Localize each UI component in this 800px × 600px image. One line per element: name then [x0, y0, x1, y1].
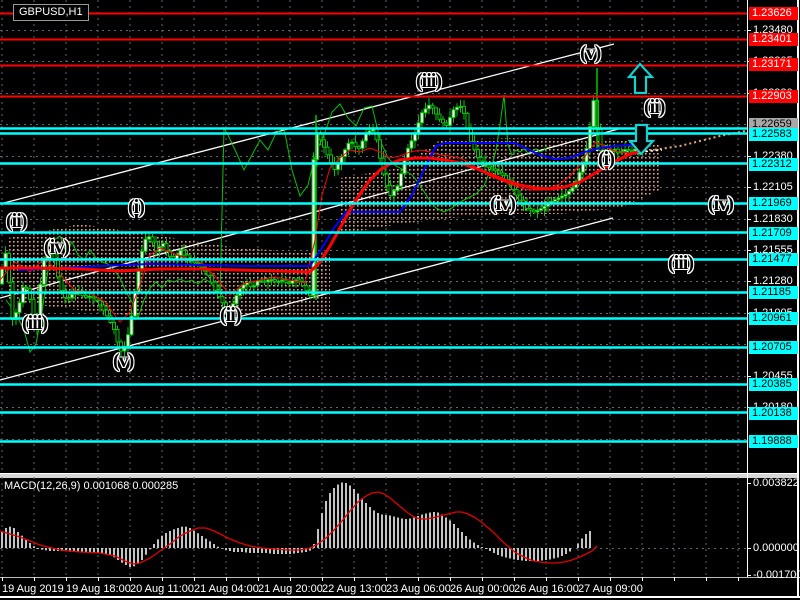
signal-arrows[interactable]: [626, 62, 656, 156]
tenkan-fast-line: [0, 141, 641, 323]
time-tick: [578, 577, 579, 581]
time-axis-label: 26 Aug 00:00: [450, 583, 515, 595]
price-tick: [747, 187, 751, 188]
price-level-label: 1.19888: [749, 435, 798, 448]
time-tick: [610, 577, 611, 581]
down-arrow-icon: [627, 123, 656, 156]
time-tick: [162, 577, 163, 581]
time-tick: [194, 577, 195, 581]
price-scale-label: 1.21830: [753, 213, 793, 225]
time-tick: [322, 577, 323, 581]
price-tick: [747, 156, 751, 157]
price-level-label: 1.22583: [749, 128, 798, 141]
time-axis-label: 20 Aug 11:00: [130, 583, 195, 595]
up-arrow-icon: [626, 62, 655, 95]
resistance-lines[interactable]: [0, 12, 747, 98]
time-axis-label: 21 Aug 20:00: [258, 583, 323, 595]
time-tick: [674, 577, 675, 581]
time-axis-label: 21 Aug 04:00: [194, 583, 259, 595]
main-chart-canvas[interactable]: [0, 0, 747, 473]
time-tick: [2, 577, 3, 581]
time-tick: [66, 577, 67, 581]
macd-axis-label: 0.003822: [753, 477, 799, 489]
price-scale-label: 1.22105: [753, 181, 793, 193]
time-tick: [706, 577, 707, 581]
time-axis-label: 22 Aug 13:00: [322, 583, 387, 595]
time-tick: [258, 577, 259, 581]
macd-signal-line: [0, 491, 598, 565]
time-axis-label: 19 Aug 18:00: [66, 583, 131, 595]
time-axis[interactable]: 19 Aug 2019 19 Aug 18:00 20 Aug 11:00 21 Au…: [0, 577, 800, 600]
support-lines[interactable]: [0, 127, 747, 443]
time-axis-label: 23 Aug 06:00: [386, 583, 451, 595]
time-tick: [354, 577, 355, 581]
time-tick: [34, 577, 35, 581]
price-level-label: 1.22312: [749, 158, 798, 171]
macd-indicator-readout: MACD(12,26,9) 0.001068 0.000285: [4, 480, 179, 492]
macd-axis-label: -0.001700: [753, 569, 800, 581]
time-tick: [642, 577, 643, 581]
panel-resize-separator[interactable]: [0, 473, 797, 478]
price-level-label: 1.21477: [749, 253, 798, 266]
price-level-label: 1.20138: [749, 407, 798, 420]
price-level-label: 1.22659: [749, 118, 798, 131]
price-level-label: 1.21185: [749, 286, 798, 299]
window-frame-bottom: [0, 596, 800, 598]
price-tick: [747, 376, 751, 377]
price-tick: [747, 30, 751, 31]
macd-axis-tick: [747, 483, 751, 484]
macd-axis-label: 0.000000: [753, 542, 799, 554]
kijun-blue-line: [17, 142, 642, 271]
macd-histogram: [1, 482, 591, 567]
time-axis-label: 26 Aug 16:00: [514, 583, 579, 595]
slow-ma-line: [0, 149, 641, 274]
price-level-label: 1.22903: [749, 90, 798, 103]
price-level-label: 1.21709: [749, 227, 798, 240]
window-frame-right: [797, 0, 799, 598]
price-tick: [747, 250, 751, 251]
time-tick: [290, 577, 291, 581]
macd-axis-tick: [747, 548, 751, 549]
time-tick: [418, 577, 419, 581]
price-tick: [747, 281, 751, 282]
time-tick: [226, 577, 227, 581]
time-tick: [386, 577, 387, 581]
price-level-label: 1.21969: [749, 197, 798, 210]
price-level-label: 1.23626: [749, 7, 798, 20]
macd-axis-tick: [747, 575, 751, 576]
time-tick: [546, 577, 547, 581]
price-tick: [747, 219, 751, 220]
time-tick: [514, 577, 515, 581]
macd-chart-canvas[interactable]: [0, 477, 747, 577]
time-tick: [738, 577, 739, 581]
price-level-label: 1.20961: [749, 312, 798, 325]
price-level-label: 1.20385: [749, 378, 798, 391]
chart-symbol-title: GBPUSD,H1: [13, 4, 89, 21]
price-level-label: 1.23171: [749, 58, 798, 71]
time-axis-label: 19 Aug 2019: [2, 583, 64, 595]
price-level-label: 1.20705: [749, 341, 798, 354]
time-axis-border: [0, 577, 797, 578]
time-tick: [98, 577, 99, 581]
price-scale-label: 1.21280: [753, 275, 793, 287]
time-tick: [482, 577, 483, 581]
price-level-label: 1.23401: [749, 33, 798, 46]
time-tick: [450, 577, 451, 581]
ichimoku-cloud: [8, 129, 747, 318]
price-axis-border: [747, 0, 748, 577]
price-axis[interactable]: 1.234801.232051.229301.223801.221051.218…: [747, 0, 800, 581]
time-tick: [130, 577, 131, 581]
time-axis-label: 27 Aug 09:00: [578, 583, 643, 595]
